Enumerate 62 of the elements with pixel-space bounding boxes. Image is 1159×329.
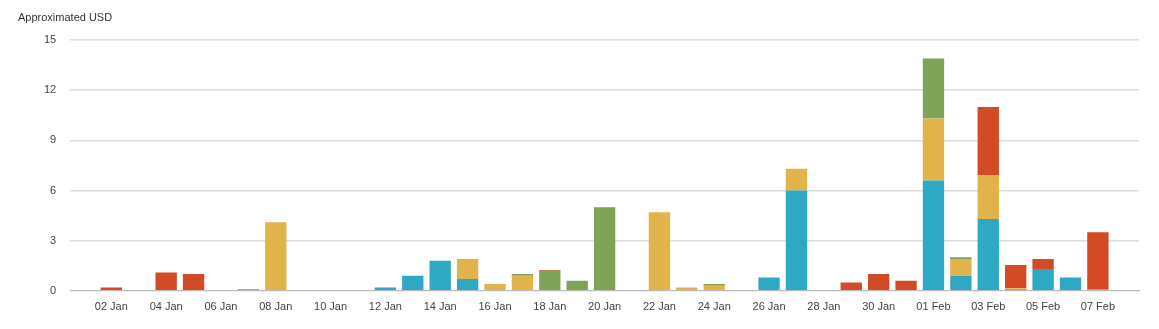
bar [484, 284, 506, 291]
bar [676, 287, 698, 291]
bar [1087, 232, 1109, 290]
x-tick-label: 08 Jan [259, 300, 293, 313]
bar [1032, 269, 1054, 291]
x-tick-label: 03 Feb [971, 300, 1006, 313]
bar [648, 212, 671, 291]
bar [840, 282, 862, 291]
bar [785, 168, 808, 191]
bar [429, 260, 451, 291]
y-tick-label: 6 [50, 183, 57, 196]
bar [100, 287, 123, 291]
bar [1032, 259, 1054, 270]
bar [566, 280, 588, 291]
bar [1059, 277, 1082, 291]
bar [977, 106, 999, 176]
y-tick-label: 12 [43, 83, 57, 96]
x-tick-label: 30 Jan [862, 300, 896, 313]
bar [867, 274, 890, 291]
bar [402, 275, 424, 291]
bar [895, 280, 917, 291]
x-tick-label: 24 Jan [697, 300, 731, 313]
bar [950, 275, 972, 291]
x-tick-label: 02 Jan [94, 300, 128, 313]
bar [922, 58, 945, 119]
x-tick-label: 28 Jan [807, 300, 841, 313]
bar [1005, 264, 1027, 289]
bar [155, 272, 177, 291]
bar [922, 118, 945, 181]
x-tick-label: 16 Jan [478, 300, 512, 313]
bar [374, 287, 397, 291]
y-tick-label: 3 [50, 233, 57, 246]
bar [456, 279, 479, 291]
x-tick-label: 10 Jan [314, 300, 348, 313]
y-axis-title: Approximated USD [18, 10, 113, 23]
x-tick-label: 01 Feb [916, 300, 951, 313]
bar [593, 207, 616, 291]
bar [922, 180, 945, 291]
y-tick-label: 9 [50, 133, 57, 146]
x-tick-label: 26 Jan [752, 300, 786, 313]
x-tick-label: 12 Jan [368, 300, 402, 313]
bar [758, 277, 780, 291]
x-tick-label: 04 Jan [149, 300, 183, 313]
bar [456, 259, 479, 280]
x-tick-label: 05 Feb [1025, 300, 1061, 313]
bar [539, 270, 561, 291]
x-tick-label: 14 Jan [423, 300, 457, 313]
x-tick-label: 22 Jan [642, 300, 676, 313]
x-tick-label: 06 Jan [204, 300, 238, 313]
x-tick-label: 18 Jan [533, 300, 567, 313]
bar [977, 218, 999, 291]
bar [785, 190, 808, 291]
bar [511, 275, 534, 291]
bar [950, 259, 972, 276]
bar [265, 222, 287, 291]
bar [977, 175, 999, 219]
x-tick-label: 20 Jan [588, 300, 622, 313]
x-tick-label: 07 Feb [1080, 300, 1116, 313]
bar [182, 274, 205, 291]
y-tick-label: 15 [43, 33, 57, 46]
bar [703, 285, 725, 291]
y-tick-label: 0 [50, 283, 57, 296]
